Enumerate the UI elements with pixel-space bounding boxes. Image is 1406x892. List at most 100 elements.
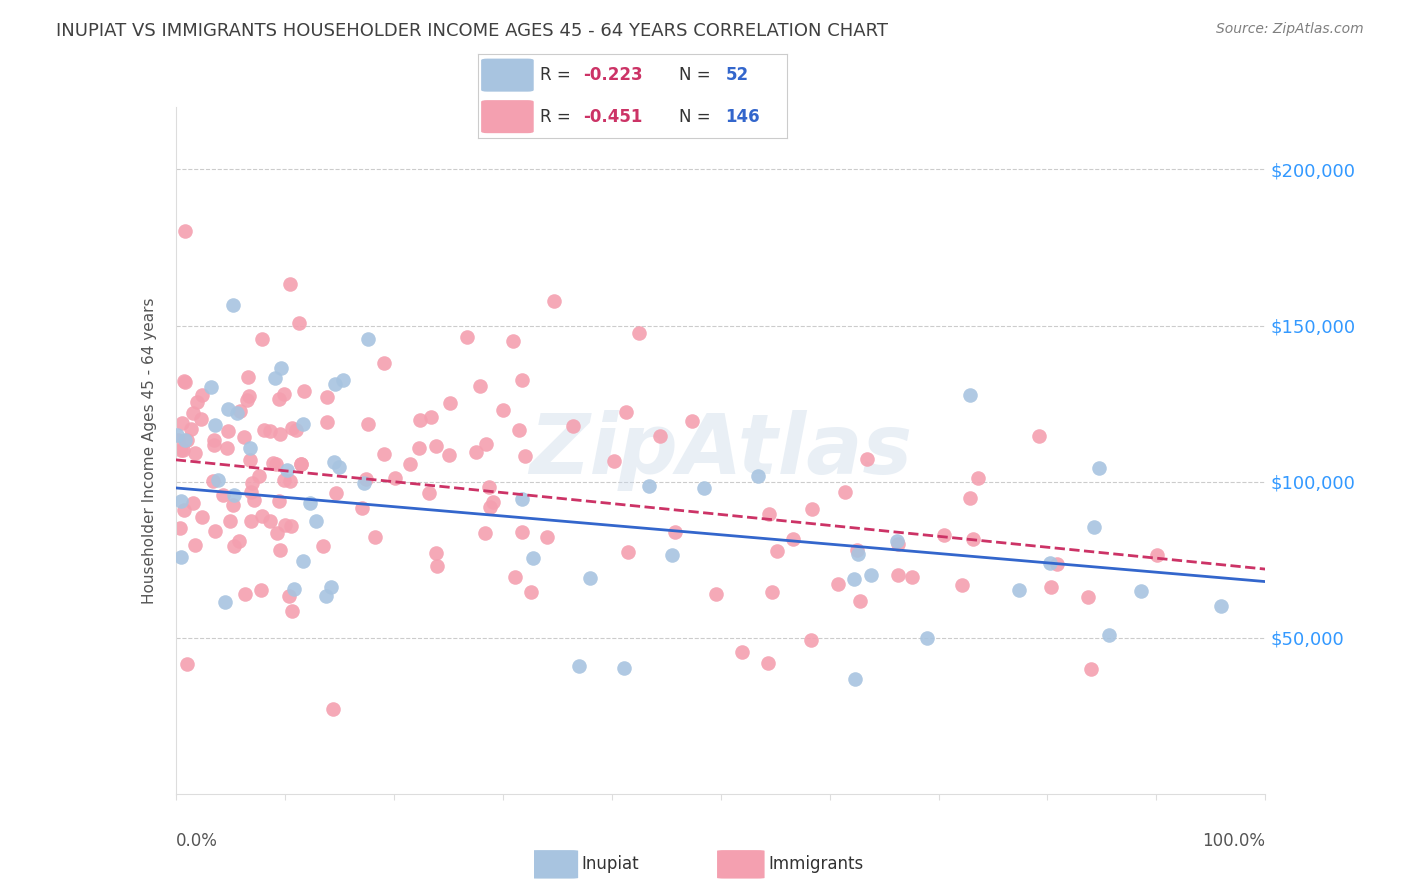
Point (1040, 581, 1063, 595)
Point (239, 441, 262, 455)
Point (259, 514, 281, 528)
Point (166, 428, 188, 442)
Point (353, 476, 375, 491)
Point (264, 371, 287, 385)
Point (692, 481, 714, 495)
Text: R =: R = (540, 108, 576, 126)
Point (266, 525, 288, 540)
Text: -0.451: -0.451 (583, 108, 643, 126)
Point (316, 415, 339, 429)
Point (364, 530, 387, 544)
Point (305, 514, 328, 528)
Point (201, 474, 224, 488)
Point (269, 427, 291, 442)
Point (1039, 556, 1062, 570)
Point (190, 509, 212, 524)
Point (250, 509, 273, 524)
Point (568, 659, 591, 673)
Point (290, 457, 312, 471)
Point (1046, 557, 1069, 571)
Point (190, 412, 212, 426)
Point (170, 443, 193, 458)
Point (322, 455, 344, 469)
Point (503, 570, 526, 584)
Point (273, 387, 295, 401)
Point (215, 441, 238, 455)
Point (628, 326, 651, 340)
Point (217, 402, 239, 417)
Point (183, 446, 205, 460)
Point (373, 447, 395, 461)
Point (319, 580, 342, 594)
Point (247, 468, 270, 483)
FancyBboxPatch shape (481, 59, 534, 92)
Point (1088, 460, 1111, 475)
Point (214, 595, 236, 609)
Point (543, 293, 565, 308)
Point (373, 356, 395, 370)
Text: Source: ZipAtlas.com: Source: ZipAtlas.com (1216, 22, 1364, 37)
Point (207, 474, 229, 488)
Point (470, 378, 492, 392)
Text: ZipAtlas: ZipAtlas (529, 410, 912, 491)
Point (283, 582, 305, 597)
Point (934, 527, 956, 541)
Point (225, 406, 247, 420)
Point (170, 494, 193, 508)
Point (238, 389, 260, 403)
Text: 0.0%: 0.0% (176, 831, 218, 850)
Point (211, 487, 233, 501)
Point (269, 542, 291, 557)
Point (280, 474, 302, 488)
Point (614, 405, 637, 419)
Point (522, 551, 544, 566)
Point (315, 589, 337, 603)
FancyBboxPatch shape (530, 850, 578, 879)
Point (887, 537, 910, 551)
Point (510, 524, 533, 539)
Point (426, 558, 449, 573)
Point (502, 334, 524, 349)
Point (236, 369, 259, 384)
Point (322, 702, 344, 716)
Point (425, 439, 447, 453)
Point (281, 420, 304, 434)
Point (848, 547, 870, 561)
Point (224, 488, 246, 502)
Point (170, 550, 193, 565)
Point (264, 457, 287, 471)
Point (288, 316, 311, 330)
Point (267, 392, 290, 406)
Point (243, 493, 266, 508)
Point (967, 471, 990, 485)
Point (1209, 599, 1232, 613)
Point (250, 332, 273, 346)
Point (173, 375, 195, 389)
Point (1083, 520, 1105, 534)
Point (176, 434, 198, 448)
Point (200, 380, 222, 394)
Point (439, 448, 461, 462)
Point (1077, 590, 1099, 604)
Point (384, 471, 406, 485)
Point (801, 502, 824, 516)
Point (420, 409, 443, 424)
Point (513, 450, 536, 464)
Text: R =: R = (540, 66, 576, 84)
Point (492, 402, 515, 417)
Point (425, 546, 447, 560)
Point (758, 507, 780, 521)
Point (508, 423, 530, 437)
Point (856, 451, 879, 466)
Point (259, 424, 281, 438)
Point (262, 456, 284, 470)
Point (766, 543, 789, 558)
Point (173, 502, 195, 516)
Point (648, 429, 671, 443)
Point (536, 531, 558, 545)
Point (844, 672, 866, 686)
Point (240, 514, 263, 528)
Point (915, 631, 938, 645)
Point (478, 500, 501, 514)
Point (354, 472, 377, 486)
